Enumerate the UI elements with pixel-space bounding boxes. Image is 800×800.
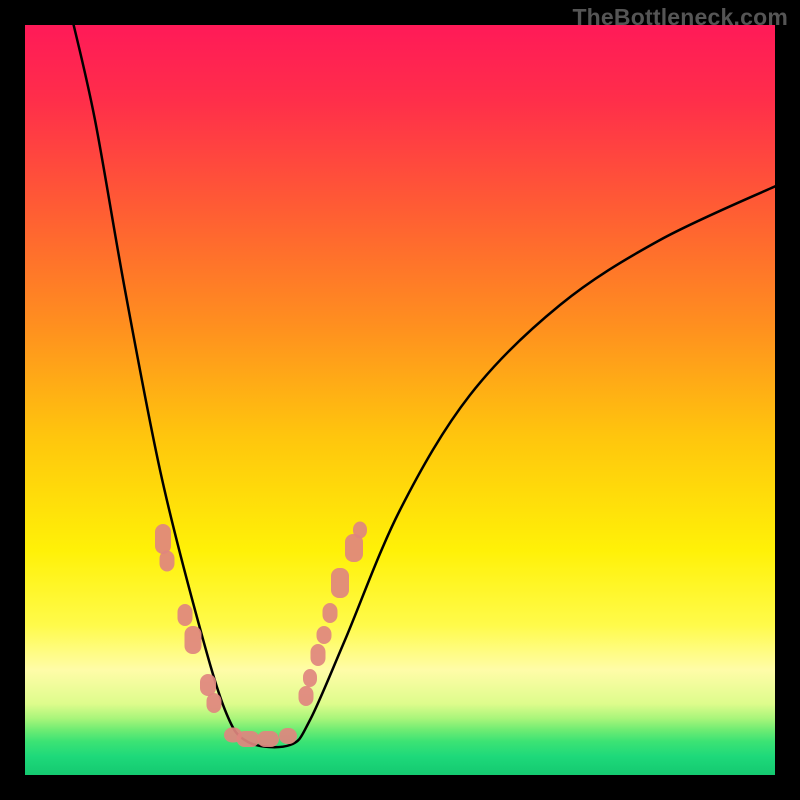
- marker-bead: [257, 731, 279, 747]
- marker-bead: [237, 731, 260, 747]
- bottleneck-chart: [0, 0, 800, 800]
- marker-bead: [178, 604, 193, 626]
- marker-bead: [279, 728, 297, 744]
- marker-bead: [317, 626, 332, 644]
- plot-background: [25, 25, 775, 775]
- watermark-text: TheBottleneck.com: [572, 4, 788, 31]
- marker-bead: [200, 674, 216, 696]
- marker-bead: [299, 686, 314, 706]
- marker-bead: [185, 626, 202, 654]
- marker-bead: [303, 669, 317, 687]
- marker-bead: [160, 551, 175, 572]
- marker-bead: [311, 644, 326, 666]
- marker-bead: [331, 568, 349, 598]
- marker-bead: [323, 603, 338, 623]
- marker-bead: [353, 522, 367, 539]
- marker-bead: [207, 693, 222, 713]
- marker-bead: [155, 524, 171, 554]
- chart-frame: TheBottleneck.com: [0, 0, 800, 800]
